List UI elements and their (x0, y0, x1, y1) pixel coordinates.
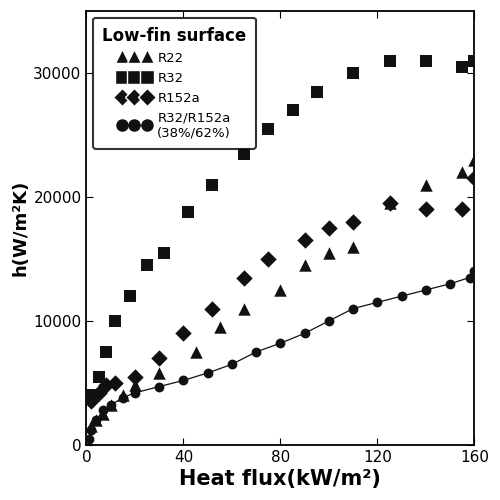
Point (106, 401, 114, 409)
Point (106, 401, 114, 409)
Point (386, 56, 394, 64)
Point (288, 106, 296, 114)
Point (192, 348, 200, 356)
Point (374, 298, 382, 306)
Point (94, 372, 102, 380)
Point (470, 56, 478, 64)
Point (143, 261, 151, 269)
Point (204, 369, 212, 377)
Point (470, 156, 478, 164)
Point (240, 304, 248, 312)
Point (349, 69, 357, 77)
Point (470, 174, 478, 182)
Point (119, 394, 127, 402)
Point (325, 249, 333, 257)
Point (264, 125, 272, 133)
Point (100, 406, 108, 414)
Point (240, 150, 248, 158)
Point (94, 389, 102, 397)
Point (252, 348, 260, 356)
Point (264, 255, 272, 263)
Point (100, 410, 108, 418)
Point (349, 304, 357, 312)
Point (300, 236, 308, 244)
Point (470, 268, 478, 276)
Point (131, 372, 139, 380)
Point (422, 206, 430, 214)
Point (325, 317, 333, 325)
Point (131, 389, 139, 397)
Point (300, 261, 308, 269)
Point (398, 292, 406, 300)
Point (386, 199, 394, 207)
Point (92, 416, 100, 424)
Point (228, 360, 236, 368)
Point (184, 208, 192, 216)
Point (155, 354, 163, 362)
Point (119, 392, 127, 400)
Point (422, 180, 430, 188)
Point (325, 224, 333, 232)
Point (102, 382, 110, 390)
Point (112, 379, 120, 387)
Point (155, 369, 163, 377)
Point (313, 88, 321, 96)
Point (131, 382, 139, 390)
Point (349, 242, 357, 250)
Point (180, 376, 188, 384)
X-axis label: Heat flux(kW/m²): Heat flux(kW/m²) (180, 469, 382, 489)
Point (466, 274, 473, 281)
Point (276, 339, 284, 347)
Point (458, 63, 466, 71)
Point (155, 382, 163, 390)
Point (126, 292, 134, 300)
Point (87, 422, 95, 430)
Point (240, 274, 248, 281)
Point (458, 206, 466, 214)
Point (87, 398, 95, 406)
Point (87, 392, 95, 400)
Point (300, 330, 308, 338)
Point (446, 280, 454, 288)
Point (422, 56, 430, 64)
Point (85, 434, 93, 442)
Point (276, 286, 284, 294)
Point (208, 304, 216, 312)
Point (422, 286, 430, 294)
Point (180, 330, 188, 338)
Point (102, 348, 110, 356)
Legend: R22, R32, R152a, R32/R152a
(38%/62%): R22, R32, R152a, R32/R152a (38%/62%) (93, 18, 256, 148)
Point (208, 180, 216, 188)
Point (458, 168, 466, 176)
Point (349, 218, 357, 226)
Y-axis label: h(W/m²K): h(W/m²K) (11, 180, 29, 276)
Point (112, 317, 120, 325)
Point (386, 199, 394, 207)
Point (92, 416, 100, 424)
Point (216, 323, 224, 331)
Point (160, 249, 168, 257)
Point (87, 426, 95, 434)
